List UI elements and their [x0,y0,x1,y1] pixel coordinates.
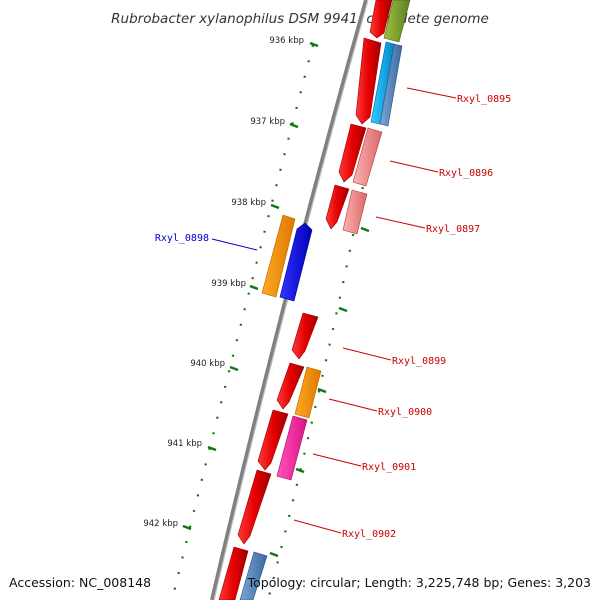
leader-0899 [342,347,392,361]
tick-label-936: 936 kbp [269,36,304,46]
leader-0902 [293,519,342,534]
tick-label-937: 937 kbp [250,117,285,127]
leader-0898 [211,238,258,251]
ruler-ticks [182,41,319,531]
leader-0897 [375,216,426,229]
feature-orange-0900 [294,366,322,419]
accession-text: Accession: NC_008148 [9,575,151,590]
gene-arrow-0899 [291,312,319,360]
leader-0900 [328,398,378,412]
inner-tick [269,551,279,558]
tick-942 [182,524,192,531]
gene-label-0895[interactable]: Rxyl_0895 [457,94,511,105]
gene-arrow-0902 [237,469,272,545]
gene-label-0896[interactable]: Rxyl_0896 [439,168,493,179]
feature-magenta-0901 [276,415,308,481]
gene-arrow-blue-0898 [279,222,313,302]
tick-label-941: 941 kbp [167,439,202,449]
gene-label-0900[interactable]: Rxyl_0900 [378,407,432,418]
tick-940 [229,365,239,372]
tick-label-938: 938 kbp [231,198,266,208]
tick-937 [289,122,299,129]
gene-arrow-0901 [257,409,289,471]
inner-tick [317,387,327,394]
leader-0895 [406,87,457,99]
tick-label-942: 942 kbp [143,519,178,529]
inner-tick [338,306,348,313]
gene-label-0902[interactable]: Rxyl_0902 [342,529,396,540]
tick-939 [249,284,259,291]
tick-label-939: 939 kbp [211,279,246,289]
ruler-tick-labels: 936 kbp 937 kbp 938 kbp 939 kbp 940 kbp … [143,36,304,529]
tick-938 [270,203,280,210]
genome-title: Rubrobacter xylanophilus DSM 9941, compl… [111,11,489,27]
gene-arrow-0897 [325,184,350,230]
tick-label-940: 940 kbp [190,359,225,369]
label-leaders [211,87,457,534]
ruler-arc [170,44,315,600]
gene-arrow-bottom [218,546,249,600]
reverse-strand-genes [261,214,296,298]
genome-backbone-highlight [213,0,369,600]
gene-arrow-0900 [276,362,305,410]
feature-pink-0896 [352,127,383,187]
gene-arrow-0895 [355,37,382,125]
gene-labels: Rxyl_0895 Rxyl_0896 Rxyl_0897 Rxyl_0898 … [155,94,511,540]
gene-label-0897[interactable]: Rxyl_0897 [426,224,480,235]
gene-label-0901[interactable]: Rxyl_0901 [362,462,416,473]
inner-ruler-ticks [269,145,377,558]
genome-backbone [210,0,368,600]
inner-tick [360,226,370,233]
forward-strand-genes [218,0,393,600]
gene-arrow-top [369,0,393,39]
leader-0901 [312,453,362,467]
tick-941 [207,445,217,452]
gene-feature-orange-reverse [261,214,296,298]
feature-steel-bottom [239,551,268,600]
gene-label-0899[interactable]: Rxyl_0899 [392,356,446,367]
tick-936 [309,41,319,48]
feature-pink-0897 [342,189,368,235]
leader-0896 [389,160,439,173]
gene-label-0898[interactable]: Rxyl_0898 [155,233,209,244]
feature-steel-0895 [379,43,403,127]
gene-arrow-0896 [338,123,367,183]
inner-tick [295,467,305,474]
topology-text: Topology: circular; Length: 3,225,748 bp… [247,575,591,590]
outer-features [239,0,411,600]
feature-olive [383,0,411,43]
